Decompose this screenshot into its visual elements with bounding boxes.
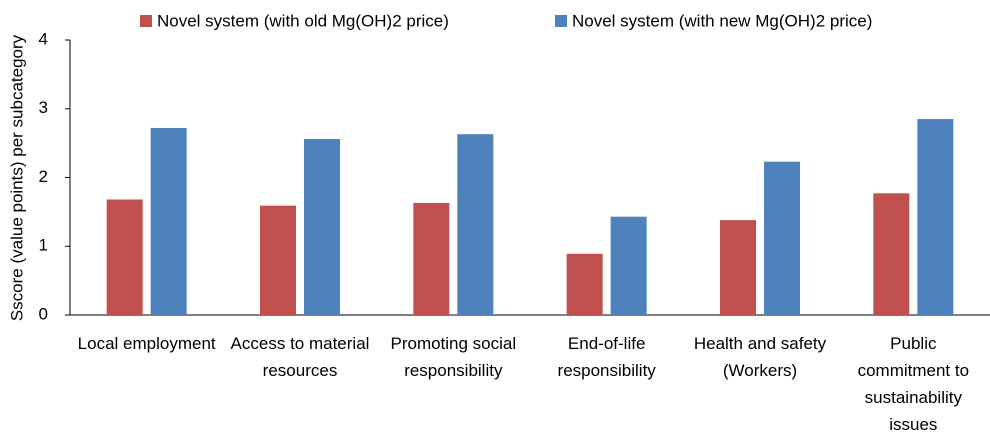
x-tick-label: Promoting social responsibility — [390, 334, 516, 380]
bar — [106, 199, 143, 315]
bar — [150, 128, 187, 315]
legend-label: Novel system (with new Mg(OH)2 price) — [572, 11, 872, 30]
y-axis-label: Sscore (value points) per subcategory — [7, 34, 26, 321]
x-tick-label: End-of-life responsibility — [558, 334, 657, 380]
y-tick-label: 0 — [39, 304, 48, 323]
bar — [720, 220, 756, 315]
bar — [873, 193, 910, 315]
bar — [917, 119, 954, 315]
bar — [610, 216, 647, 315]
y-tick-label: 2 — [39, 167, 48, 186]
bar — [764, 161, 800, 315]
x-tick-label: Public commitment to sustainability issues — [858, 334, 969, 434]
legend-label: Novel system (with old Mg(OH)2 price) — [157, 11, 449, 30]
x-tick-label: Local employment — [78, 334, 216, 353]
bar — [566, 253, 603, 315]
bar — [457, 134, 494, 315]
y-tick-label: 3 — [39, 98, 48, 117]
bar — [260, 205, 296, 315]
x-tick-label: Health and safety (Workers) — [694, 334, 827, 380]
y-tick-label: 1 — [39, 236, 48, 255]
legend-swatch — [555, 15, 567, 27]
bar — [304, 139, 340, 315]
x-tick-label: Access to material resources — [231, 334, 370, 380]
legend-swatch — [140, 15, 152, 27]
bar — [413, 202, 450, 315]
y-tick-label: 4 — [39, 29, 48, 48]
